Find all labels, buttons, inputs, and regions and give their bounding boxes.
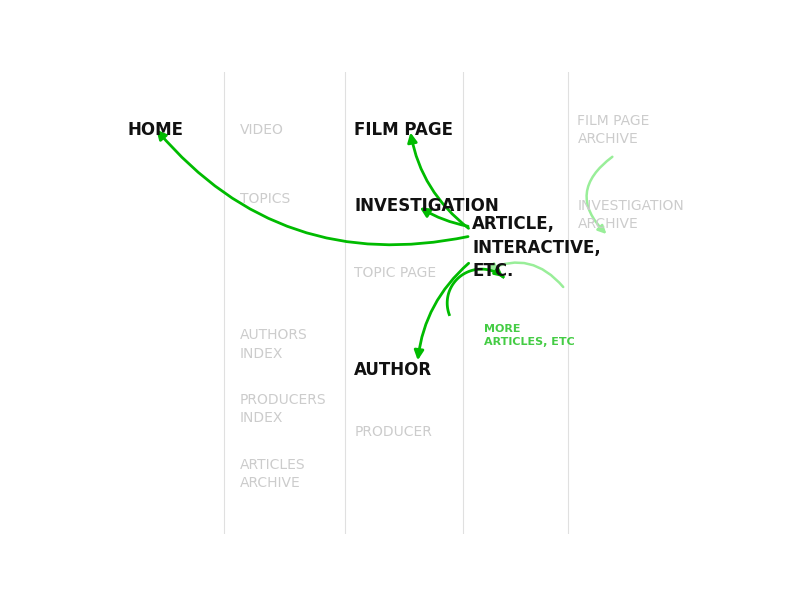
Text: MORE
ARTICLES, ETC: MORE ARTICLES, ETC (485, 324, 575, 347)
Text: FILM PAGE: FILM PAGE (354, 121, 453, 139)
Text: AUTHORS
INDEX: AUTHORS INDEX (239, 328, 307, 361)
Text: TOPIC PAGE: TOPIC PAGE (354, 266, 436, 280)
Text: PRODUCER: PRODUCER (354, 425, 432, 439)
Text: PRODUCERS
INDEX: PRODUCERS INDEX (239, 393, 326, 425)
Text: INVESTIGATION
ARCHIVE: INVESTIGATION ARCHIVE (578, 199, 684, 232)
Text: INVESTIGATION: INVESTIGATION (354, 197, 499, 215)
Text: VIDEO: VIDEO (239, 123, 283, 137)
Text: ARTICLES
ARCHIVE: ARTICLES ARCHIVE (239, 458, 305, 490)
Text: HOME: HOME (128, 121, 184, 139)
Text: TOPICS: TOPICS (239, 192, 290, 206)
Text: ARTICLE,
INTERACTIVE,
ETC.: ARTICLE, INTERACTIVE, ETC. (472, 215, 601, 280)
Text: FILM PAGE
ARCHIVE: FILM PAGE ARCHIVE (578, 113, 650, 146)
Text: AUTHOR: AUTHOR (354, 361, 432, 379)
